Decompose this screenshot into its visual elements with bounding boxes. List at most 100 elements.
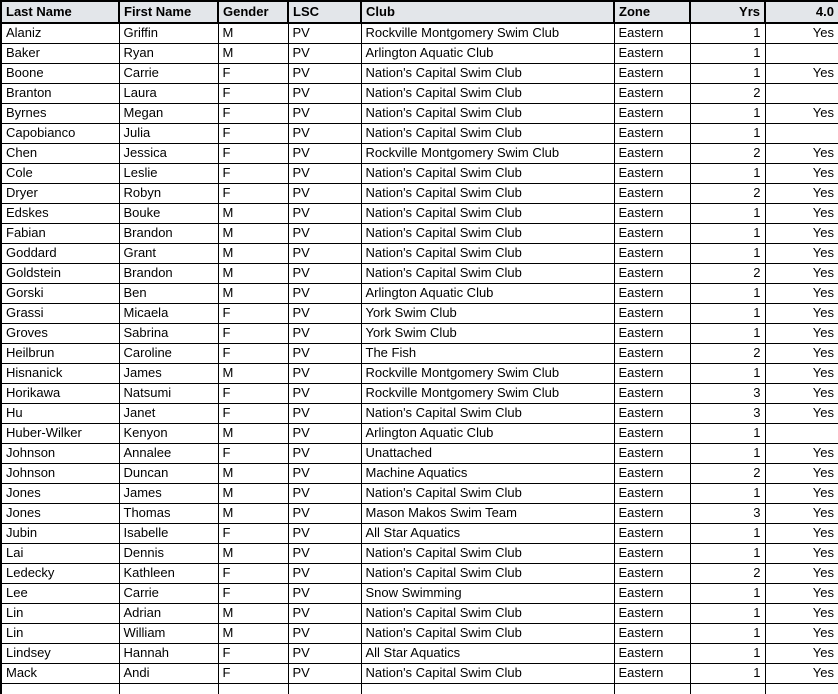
column-header-gender[interactable]: Gender [217,0,289,24]
cell-last_name[interactable]: Groves [0,322,120,344]
cell-club[interactable]: Nation's Capital Swim Club [360,402,615,424]
cell-zone[interactable]: Eastern [613,402,691,424]
cell-four_point_o[interactable]: Yes [764,502,838,524]
cell-lsc[interactable]: PV [287,422,362,444]
cell-four_point_o[interactable]: Yes [764,282,838,304]
cell-lsc[interactable]: PV [287,622,362,644]
cell-lsc[interactable]: PV [287,502,362,524]
cell-gender[interactable]: F [217,182,289,204]
cell-four_point_o[interactable]: Yes [764,162,838,184]
cell-lsc[interactable]: PV [287,402,362,424]
cell-club[interactable]: Arlington Aquatic Club [360,42,615,64]
cell-gender[interactable]: F [217,662,289,684]
cell-lsc[interactable]: PV [287,662,362,684]
cell-four_point_o[interactable]: Yes [764,402,838,424]
cell-four_point_o[interactable]: Yes [764,442,838,464]
cell-four_point_o[interactable]: Yes [764,322,838,344]
cell-club[interactable]: Nation's Capital Swim Club [360,62,615,84]
column-header-zone[interactable]: Zone [613,0,691,24]
cell-yrs[interactable]: 1 [689,422,766,444]
cell-club[interactable]: All Star Aquatics [360,642,615,664]
cell-last_name[interactable]: Ledecky [0,562,120,584]
cell-club[interactable]: Nation's Capital Swim Club [360,202,615,224]
cell-gender[interactable]: M [217,462,289,484]
cell-gender[interactable]: M [217,22,289,44]
cell-zone[interactable]: Eastern [613,322,691,344]
cell-zone[interactable]: Eastern [613,562,691,584]
cell-last_name[interactable]: Hisnanick [0,362,120,384]
cell-yrs[interactable]: 2 [689,462,766,484]
cell-last_name[interactable]: Byrnes [0,102,120,124]
cell-club[interactable]: Mason Makos Swim Team [360,502,615,524]
cell-zone[interactable]: Eastern [613,242,691,264]
cell-yrs[interactable]: 1 [689,322,766,344]
cell-last_name[interactable]: Grassi [0,302,120,324]
cell-last_name[interactable]: Goddard [0,242,120,264]
cell-last_name[interactable]: Hu [0,402,120,424]
cell-yrs[interactable]: 1 [689,122,766,144]
column-header-lsc[interactable]: LSC [287,0,362,24]
cell-gender[interactable]: M [217,362,289,384]
cell-yrs[interactable]: 1 [689,222,766,244]
cell-lsc[interactable]: PV [287,342,362,364]
cell-last_name[interactable]: Jones [0,482,120,504]
cell-last_name[interactable]: Lee [0,582,120,604]
cell-club[interactable]: Machine Aquatics [360,462,615,484]
cell-yrs[interactable]: 1 [689,242,766,264]
cell-club[interactable]: Nation's Capital Swim Club [360,162,615,184]
cell-gender[interactable]: M [217,502,289,524]
cell-four_point_o[interactable]: Yes [764,522,838,544]
cell-zone[interactable]: Eastern [613,42,691,64]
cell-first_name[interactable]: Janet [118,402,219,424]
column-header-last_name[interactable]: Last Name [0,0,120,24]
cell-gender[interactable]: M [217,222,289,244]
cell-yrs[interactable]: 2 [689,142,766,164]
cell-gender[interactable]: F [217,162,289,184]
cell-four_point_o[interactable]: Yes [764,62,838,84]
cell-club[interactable]: York Swim Club [360,302,615,324]
cell-zone[interactable]: Eastern [613,602,691,624]
cell-yrs[interactable]: 1 [689,162,766,184]
cell-club[interactable]: Nation's Capital Swim Club [360,122,615,144]
cell-first_name[interactable]: Isabelle [118,522,219,544]
cell-zone[interactable]: Eastern [613,662,691,684]
cell-lsc[interactable]: PV [287,142,362,164]
cell-four_point_o[interactable] [764,82,838,104]
cell-gender[interactable]: M [217,622,289,644]
cell-four_point_o[interactable]: Yes [764,362,838,384]
cell-last_name[interactable]: Lin [0,602,120,624]
cell-last_name[interactable]: Johnson [0,442,120,464]
cell-club[interactable]: Arlington Aquatic Club [360,422,615,444]
cell-first_name[interactable]: Julia [118,122,219,144]
cell-last_name[interactable] [0,682,120,694]
cell-zone[interactable]: Eastern [613,442,691,464]
cell-club[interactable]: Nation's Capital Swim Club [360,82,615,104]
cell-zone[interactable]: Eastern [613,542,691,564]
cell-club[interactable]: Unattached [360,442,615,464]
cell-club[interactable]: Nation's Capital Swim Club [360,222,615,244]
cell-club[interactable]: All Star Aquatics [360,522,615,544]
cell-four_point_o[interactable]: Yes [764,182,838,204]
cell-club[interactable]: The Fish [360,342,615,364]
cell-lsc[interactable]: PV [287,182,362,204]
cell-four_point_o[interactable]: Yes [764,382,838,404]
cell-gender[interactable]: M [217,202,289,224]
cell-zone[interactable]: Eastern [613,382,691,404]
cell-gender[interactable]: F [217,402,289,424]
cell-club[interactable]: Nation's Capital Swim Club [360,542,615,564]
cell-zone[interactable] [613,682,691,694]
cell-zone[interactable]: Eastern [613,642,691,664]
cell-four_point_o[interactable]: Yes [764,202,838,224]
cell-club[interactable]: Nation's Capital Swim Club [360,482,615,504]
cell-last_name[interactable]: Goldstein [0,262,120,284]
cell-gender[interactable]: M [217,422,289,444]
cell-yrs[interactable]: 2 [689,262,766,284]
cell-yrs[interactable]: 2 [689,342,766,364]
cell-zone[interactable]: Eastern [613,302,691,324]
cell-gender[interactable]: F [217,62,289,84]
cell-zone[interactable]: Eastern [613,62,691,84]
cell-gender[interactable]: M [217,602,289,624]
cell-zone[interactable]: Eastern [613,162,691,184]
cell-first_name[interactable]: Adrian [118,602,219,624]
cell-four_point_o[interactable]: Yes [764,542,838,564]
